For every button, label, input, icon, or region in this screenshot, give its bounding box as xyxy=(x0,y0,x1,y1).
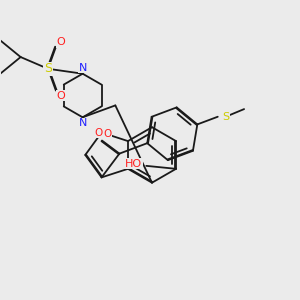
Text: O: O xyxy=(95,128,103,138)
Text: HO: HO xyxy=(125,159,142,169)
Text: S: S xyxy=(44,62,52,75)
Text: O: O xyxy=(56,91,65,100)
Text: O: O xyxy=(103,130,112,140)
Text: N: N xyxy=(78,63,87,73)
Text: S: S xyxy=(222,112,229,122)
Text: O: O xyxy=(56,37,65,47)
Text: N: N xyxy=(78,118,87,128)
